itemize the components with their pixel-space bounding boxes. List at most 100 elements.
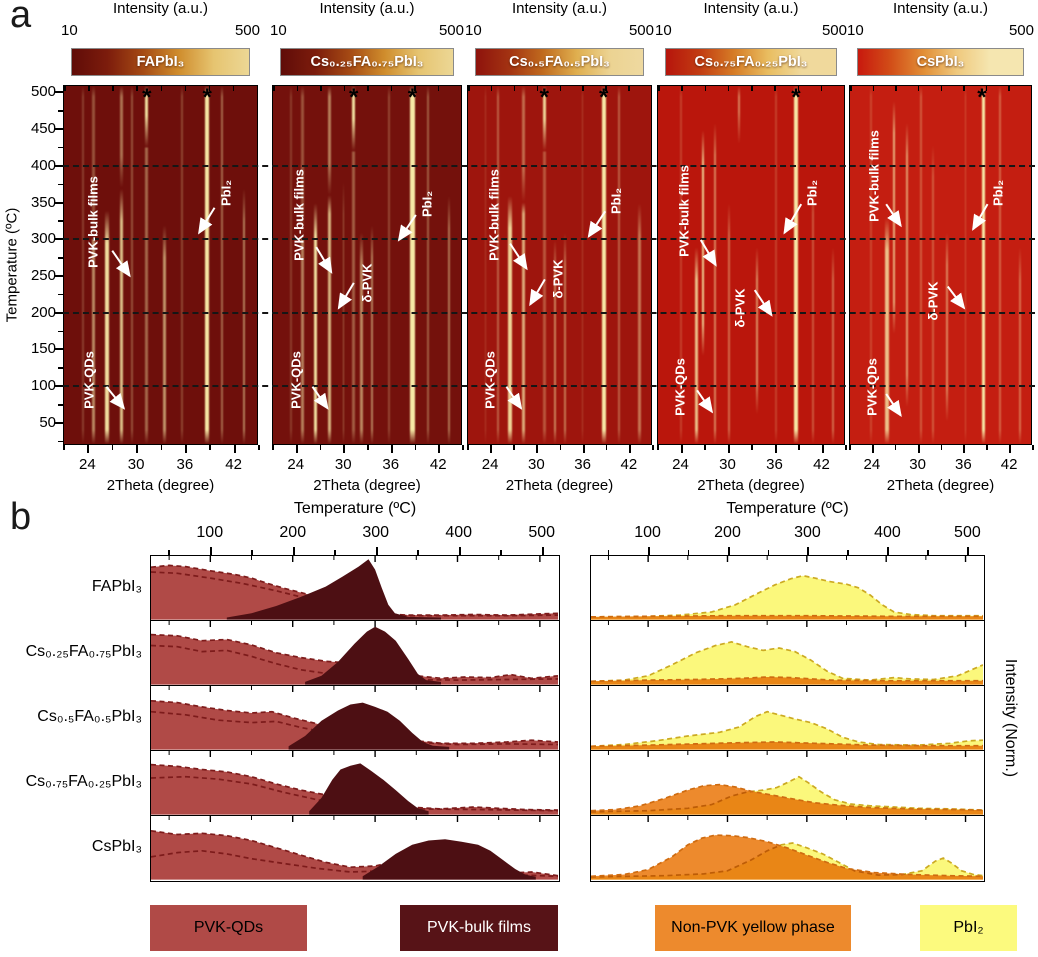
theta-inner-tick bbox=[232, 86, 235, 91]
theta-minor-tick bbox=[63, 445, 65, 450]
theta-tick bbox=[343, 445, 346, 453]
temperature-minor-tick-b bbox=[334, 550, 336, 555]
intensity-scale-title: Intensity (a.u.) bbox=[319, 0, 415, 17]
theta-tick-label: 30 bbox=[334, 456, 352, 473]
right-row-chart bbox=[590, 620, 985, 687]
row-compound-label: FAPbI₃ bbox=[91, 578, 142, 596]
theta-inner-tick bbox=[257, 86, 258, 91]
diffraction-streak bbox=[999, 86, 1001, 444]
diffraction-streak bbox=[581, 86, 584, 444]
theta-axis-title: 2Theta (degree) bbox=[505, 477, 614, 494]
theta-minor-tick bbox=[986, 445, 988, 450]
theta-axis-title: 2Theta (degree) bbox=[697, 477, 805, 494]
colorbar: Cs₀.₇₅FA₀.₂₅PbI₃ bbox=[665, 48, 837, 76]
theta-axis-title: 2Theta (degree) bbox=[886, 477, 995, 494]
asterisk-marker: * bbox=[599, 85, 609, 111]
temperature-minor-tick-b bbox=[607, 550, 610, 555]
intensity-scale-min: 10 bbox=[847, 22, 864, 39]
theta-tick-label: 42 bbox=[225, 456, 242, 473]
right-row-chart bbox=[590, 750, 985, 817]
temperature-tick-label: 100 bbox=[30, 377, 56, 395]
phase-annotation: δ-PVK bbox=[359, 263, 375, 303]
temperature-minor-tick bbox=[58, 110, 63, 112]
intensity-scale-title: Intensity (a.u.) bbox=[703, 0, 799, 17]
theta-inner-tick bbox=[658, 86, 660, 91]
theta-inner-tick bbox=[112, 86, 114, 91]
theta-tick-label: 42 bbox=[813, 456, 830, 473]
left-row-chart bbox=[150, 555, 560, 622]
theta-inner-tick bbox=[88, 86, 90, 91]
theta-inner-tick bbox=[320, 86, 322, 91]
asterisk-marker: * bbox=[791, 85, 801, 111]
colorbar: Cs₀.₂₅FA₀.₇₅PbI₃ bbox=[280, 48, 454, 76]
theta-inner-tick bbox=[367, 86, 369, 91]
phase-annotation: PVK-bulk films bbox=[291, 169, 307, 261]
temperature-minor-tick-b bbox=[687, 550, 690, 555]
theta-tick bbox=[438, 445, 441, 453]
diffraction-streak bbox=[360, 86, 363, 444]
diffraction-streak bbox=[242, 86, 246, 444]
diffraction-streak bbox=[163, 86, 166, 444]
diffraction-streak bbox=[410, 86, 415, 444]
temperature-tick-b bbox=[209, 547, 212, 555]
colorbar-compound-label: FAPbI₃ bbox=[136, 54, 185, 70]
diffraction-streak bbox=[145, 86, 149, 444]
diffraction-streak bbox=[204, 86, 210, 444]
diffraction-streak bbox=[448, 86, 451, 444]
asterisk-marker: * bbox=[407, 85, 418, 111]
legend-item: PVK-bulk films bbox=[400, 905, 558, 951]
temperature-axis-title-b: Temperature (ºC) bbox=[726, 500, 849, 517]
theta-inner-tick bbox=[490, 86, 493, 91]
theta-tick-label: 42 bbox=[429, 456, 447, 473]
phase-annotation: δ-PVK bbox=[550, 259, 566, 299]
theta-minor-tick bbox=[704, 445, 706, 450]
intensity-scale-max: 500 bbox=[234, 22, 260, 39]
phase-annotation: PVK-bulk films bbox=[85, 176, 101, 268]
temperature-tick-label: 350 bbox=[30, 193, 56, 211]
colorbar-compound-label: Cs₀.₂₅FA₀.₇₅PbI₃ bbox=[310, 54, 424, 70]
theta-tick-label: 42 bbox=[620, 456, 638, 473]
dashed-temperature-line bbox=[63, 238, 1035, 241]
diffraction-streak bbox=[352, 86, 356, 444]
legend-item: Non-PVK yellow phase bbox=[655, 905, 851, 951]
theta-minor-tick bbox=[940, 445, 942, 450]
phase-annotation: PVK-QDs bbox=[864, 357, 880, 416]
colorbar-compound-label: CsPbI₃ bbox=[916, 54, 965, 70]
temperature-minor-tick bbox=[58, 440, 63, 443]
theta-inner-tick bbox=[797, 86, 800, 91]
theta-minor-tick bbox=[467, 445, 469, 450]
temperature-tick bbox=[55, 421, 63, 424]
theta-tick bbox=[821, 445, 824, 453]
theta-minor-tick bbox=[751, 445, 753, 450]
theta-inner-tick bbox=[751, 86, 753, 91]
left-row-chart bbox=[150, 750, 560, 817]
right-row-chart bbox=[590, 685, 985, 752]
colorbar-compound-label: Cs₀.₅FA₀.₅PbI₃ bbox=[509, 54, 610, 70]
theta-tick-label: 30 bbox=[719, 456, 736, 473]
legend-item-label: Non-PVK yellow phase bbox=[671, 919, 835, 936]
theta-inner-tick bbox=[872, 86, 875, 91]
phase-annotation: δ-PVK bbox=[925, 281, 941, 321]
left-row-chart bbox=[150, 620, 560, 687]
diffraction-streak bbox=[638, 86, 641, 444]
theta-tick-label: 24 bbox=[287, 456, 305, 473]
phase-annotation: PVK-QDs bbox=[288, 350, 304, 409]
temperature-axis-title-b: Temperature (ºC) bbox=[293, 500, 417, 517]
theta-tick bbox=[680, 445, 683, 453]
theta-inner-tick bbox=[605, 86, 607, 91]
temperature-minor-tick bbox=[58, 404, 63, 406]
theta-inner-tick bbox=[1031, 86, 1032, 91]
temperature-tick bbox=[55, 164, 63, 167]
theta-minor-tick bbox=[367, 445, 369, 450]
temperature-minor-tick-b bbox=[417, 550, 419, 555]
phase-annotation: PbI₂ bbox=[419, 191, 435, 218]
temperature-tick-b bbox=[541, 547, 544, 555]
asterisk-marker: * bbox=[142, 85, 152, 111]
temperature-tick bbox=[55, 385, 63, 388]
temperature-tick bbox=[55, 311, 63, 314]
temperature-tick-label: 450 bbox=[30, 120, 56, 138]
theta-tick bbox=[233, 445, 236, 453]
phase-annotation: PVK-QDs bbox=[482, 350, 498, 409]
temperature-axis-title: Temperature (ºC) bbox=[3, 207, 21, 323]
theta-inner-tick bbox=[513, 86, 516, 91]
